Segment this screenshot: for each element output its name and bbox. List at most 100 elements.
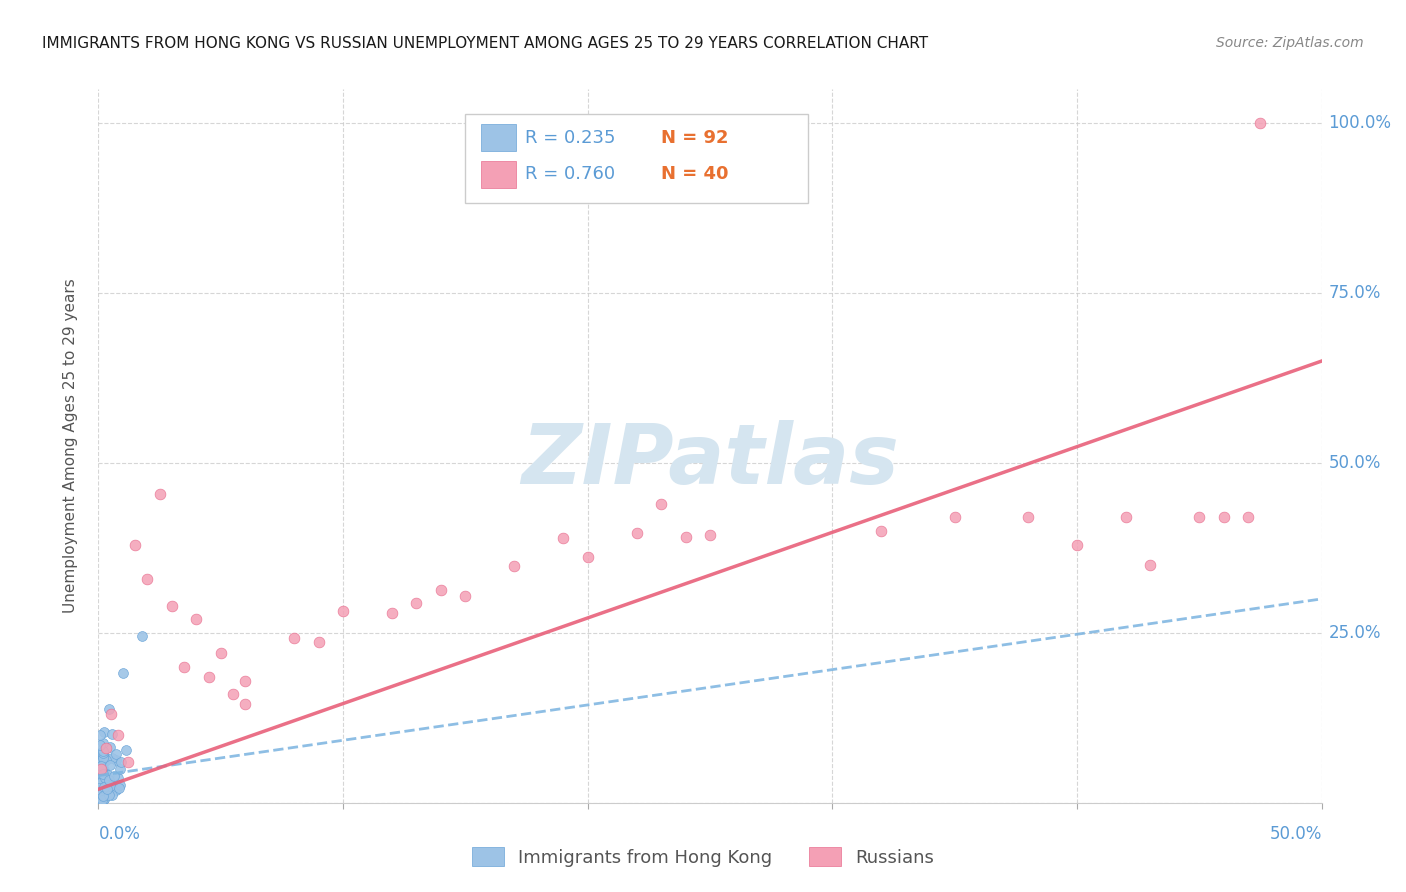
Point <box>233 698 256 712</box>
Point <box>576 550 599 565</box>
Point <box>89 728 111 742</box>
Point <box>96 751 118 765</box>
Point <box>89 794 111 808</box>
Point <box>97 787 120 801</box>
Point <box>90 745 112 759</box>
Point <box>96 782 118 797</box>
Point <box>91 768 114 782</box>
Point <box>107 728 129 742</box>
Point <box>101 789 124 803</box>
Point <box>90 754 112 768</box>
Point <box>222 687 245 701</box>
Point <box>136 572 159 586</box>
Point <box>96 778 118 792</box>
Point <box>98 740 121 755</box>
Point <box>89 753 111 767</box>
Point <box>117 755 139 769</box>
Point <box>91 772 114 787</box>
Point <box>197 670 219 684</box>
Point <box>87 770 110 784</box>
Point <box>91 736 114 750</box>
Text: Source: ZipAtlas.com: Source: ZipAtlas.com <box>1216 36 1364 50</box>
Point <box>87 794 110 808</box>
Point <box>626 525 648 540</box>
Point <box>91 786 114 800</box>
Point <box>98 702 121 716</box>
FancyBboxPatch shape <box>481 161 516 187</box>
Point <box>209 646 232 660</box>
Point <box>93 767 115 781</box>
Point <box>98 772 121 787</box>
Point <box>381 607 404 621</box>
Text: 50.0%: 50.0% <box>1270 825 1322 843</box>
Point <box>89 794 111 808</box>
Point <box>91 786 114 800</box>
Point <box>98 779 121 793</box>
Point <box>675 530 697 544</box>
Point <box>173 660 195 674</box>
Point <box>430 582 453 597</box>
Point <box>90 785 112 799</box>
Point <box>308 635 330 649</box>
Point <box>124 537 146 551</box>
Point <box>186 612 208 626</box>
Point <box>90 762 112 776</box>
Point <box>1188 510 1211 524</box>
Point <box>90 791 112 805</box>
Point <box>160 599 183 613</box>
Point <box>90 776 112 790</box>
Point <box>93 725 115 739</box>
Point <box>89 794 111 808</box>
Point <box>97 786 120 800</box>
Point <box>111 666 134 681</box>
Point <box>87 764 110 779</box>
Legend: Immigrants from Hong Kong, Russians: Immigrants from Hong Kong, Russians <box>464 840 942 874</box>
Point <box>91 792 114 806</box>
Point <box>93 792 115 806</box>
Point <box>1237 510 1260 524</box>
Point <box>91 749 114 764</box>
Point <box>90 789 112 803</box>
Point <box>91 746 114 760</box>
Point <box>93 780 115 794</box>
Point <box>93 756 115 771</box>
Point <box>97 775 120 789</box>
Point <box>98 776 121 790</box>
Text: 75.0%: 75.0% <box>1329 284 1381 302</box>
Point <box>149 486 172 500</box>
Point <box>1115 510 1137 524</box>
Point <box>87 792 110 806</box>
Point <box>96 778 118 792</box>
Point <box>283 631 305 645</box>
Text: ZIPatlas: ZIPatlas <box>522 420 898 500</box>
Point <box>103 769 125 783</box>
Point <box>1139 558 1161 572</box>
Point <box>93 789 115 804</box>
Point <box>93 788 115 802</box>
Text: 25.0%: 25.0% <box>1329 624 1381 642</box>
Point <box>94 773 117 788</box>
FancyBboxPatch shape <box>465 114 808 203</box>
Text: 50.0%: 50.0% <box>1329 454 1381 472</box>
Point <box>89 776 111 790</box>
Point <box>1066 537 1088 551</box>
Point <box>553 532 575 546</box>
Point <box>233 673 256 688</box>
Point <box>97 768 120 782</box>
Point <box>943 510 966 524</box>
Text: N = 92: N = 92 <box>661 128 728 146</box>
Point <box>90 764 112 778</box>
Point <box>105 783 128 797</box>
Point <box>89 790 111 805</box>
Point <box>91 767 114 781</box>
Point <box>91 793 114 807</box>
Y-axis label: Unemployment Among Ages 25 to 29 years: Unemployment Among Ages 25 to 29 years <box>63 278 77 614</box>
Point <box>699 528 721 542</box>
Point <box>131 629 153 643</box>
Point <box>91 793 114 807</box>
Point <box>1249 116 1271 130</box>
Point <box>87 785 110 799</box>
Point <box>332 604 354 618</box>
Point <box>91 751 114 765</box>
Point <box>93 792 115 806</box>
